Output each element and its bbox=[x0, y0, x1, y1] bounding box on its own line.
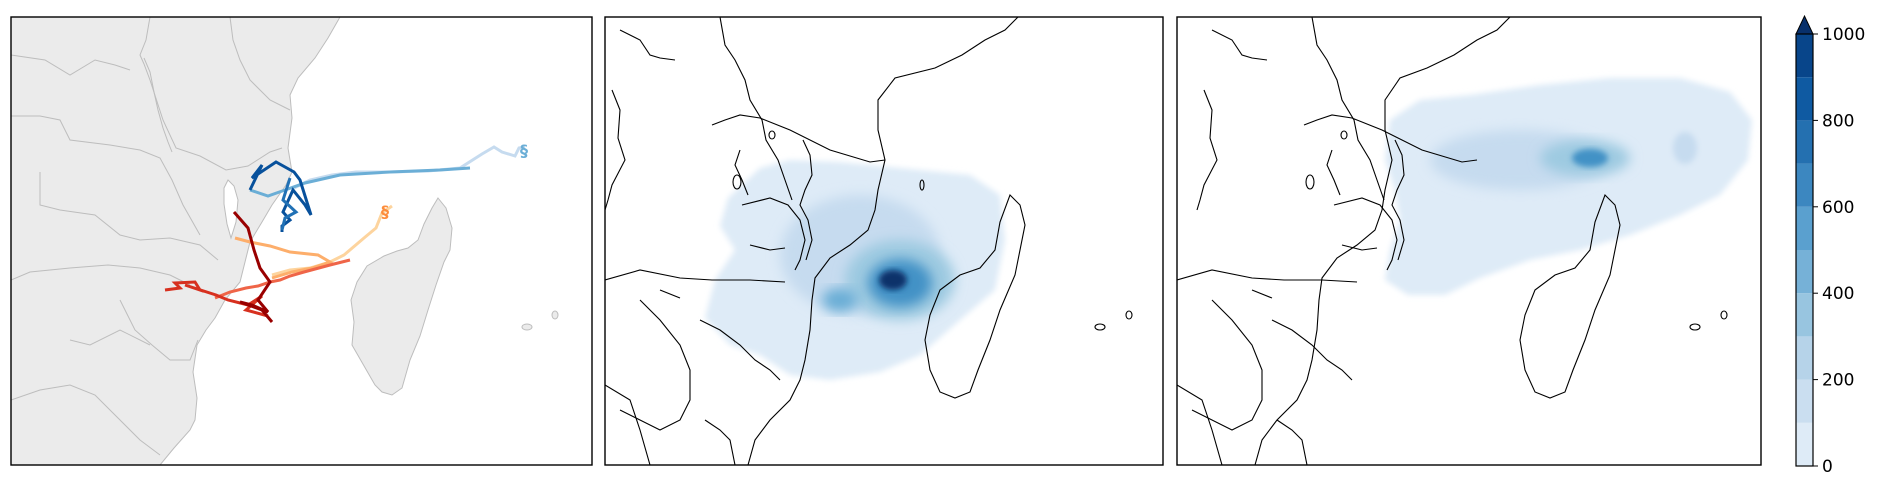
map-lines-b bbox=[1177, 17, 1728, 465]
colorbar-swatch bbox=[1796, 336, 1813, 380]
colorbar-frame bbox=[1795, 33, 1814, 467]
madagascar-land bbox=[350, 197, 453, 396]
lake-malawi bbox=[223, 179, 239, 240]
density-panel-b bbox=[1177, 17, 1761, 465]
map-lines-a bbox=[605, 17, 1133, 465]
colorbar-swatch bbox=[1796, 163, 1813, 207]
colorbar-tick-label: 400 bbox=[1822, 284, 1854, 304]
track-orange bbox=[234, 236, 334, 280]
colorbar: 0 200 400 600 800 1000 bbox=[1795, 14, 1865, 477]
track-marker-orange: § bbox=[381, 202, 389, 221]
colorbar-tick-label: 0 bbox=[1822, 457, 1833, 477]
density-field-a bbox=[705, 160, 1005, 380]
density-panel-b-frame bbox=[1176, 16, 1762, 466]
colorbar-tick-label: 600 bbox=[1822, 198, 1854, 218]
lake-tanganyika bbox=[143, 57, 173, 153]
colorbar-swatch bbox=[1796, 250, 1813, 294]
colorbar-swatch bbox=[1796, 206, 1813, 250]
africa-land bbox=[11, 17, 341, 465]
track-dark-blue-2 bbox=[280, 177, 299, 231]
country-borders-1 bbox=[11, 17, 291, 456]
colorbar-extend-triangle bbox=[1795, 14, 1814, 35]
density-panel-a bbox=[605, 17, 1163, 465]
density-panel-a-frame bbox=[604, 16, 1164, 466]
colorbar-tick-label: 1000 bbox=[1822, 25, 1865, 45]
track-red-orange bbox=[214, 258, 351, 300]
colorbar-swatch bbox=[1796, 77, 1813, 121]
tracks-map-panel: § § bbox=[11, 17, 592, 465]
colorbar-tick-label: 200 bbox=[1822, 371, 1854, 391]
colorbar-tick-label: 800 bbox=[1822, 111, 1854, 131]
track-blue bbox=[249, 166, 471, 198]
track-dark-red bbox=[232, 211, 274, 323]
colorbar-swatch bbox=[1796, 379, 1813, 423]
colorbar-ticks: 0 200 400 600 800 1000 bbox=[1813, 25, 1865, 477]
colorbar-swatch bbox=[1796, 120, 1813, 164]
colorbar-swatches bbox=[1796, 34, 1813, 466]
colorbar-swatch bbox=[1796, 293, 1813, 337]
track-marker-blue: § bbox=[520, 141, 528, 160]
track-light-orange bbox=[271, 204, 393, 277]
density-field-b bbox=[1385, 78, 1752, 295]
colorbar-swatch bbox=[1796, 422, 1813, 466]
track-dark-blue bbox=[248, 160, 313, 232]
tracks-panel-frame bbox=[10, 16, 593, 466]
colorbar-swatch bbox=[1796, 34, 1813, 78]
